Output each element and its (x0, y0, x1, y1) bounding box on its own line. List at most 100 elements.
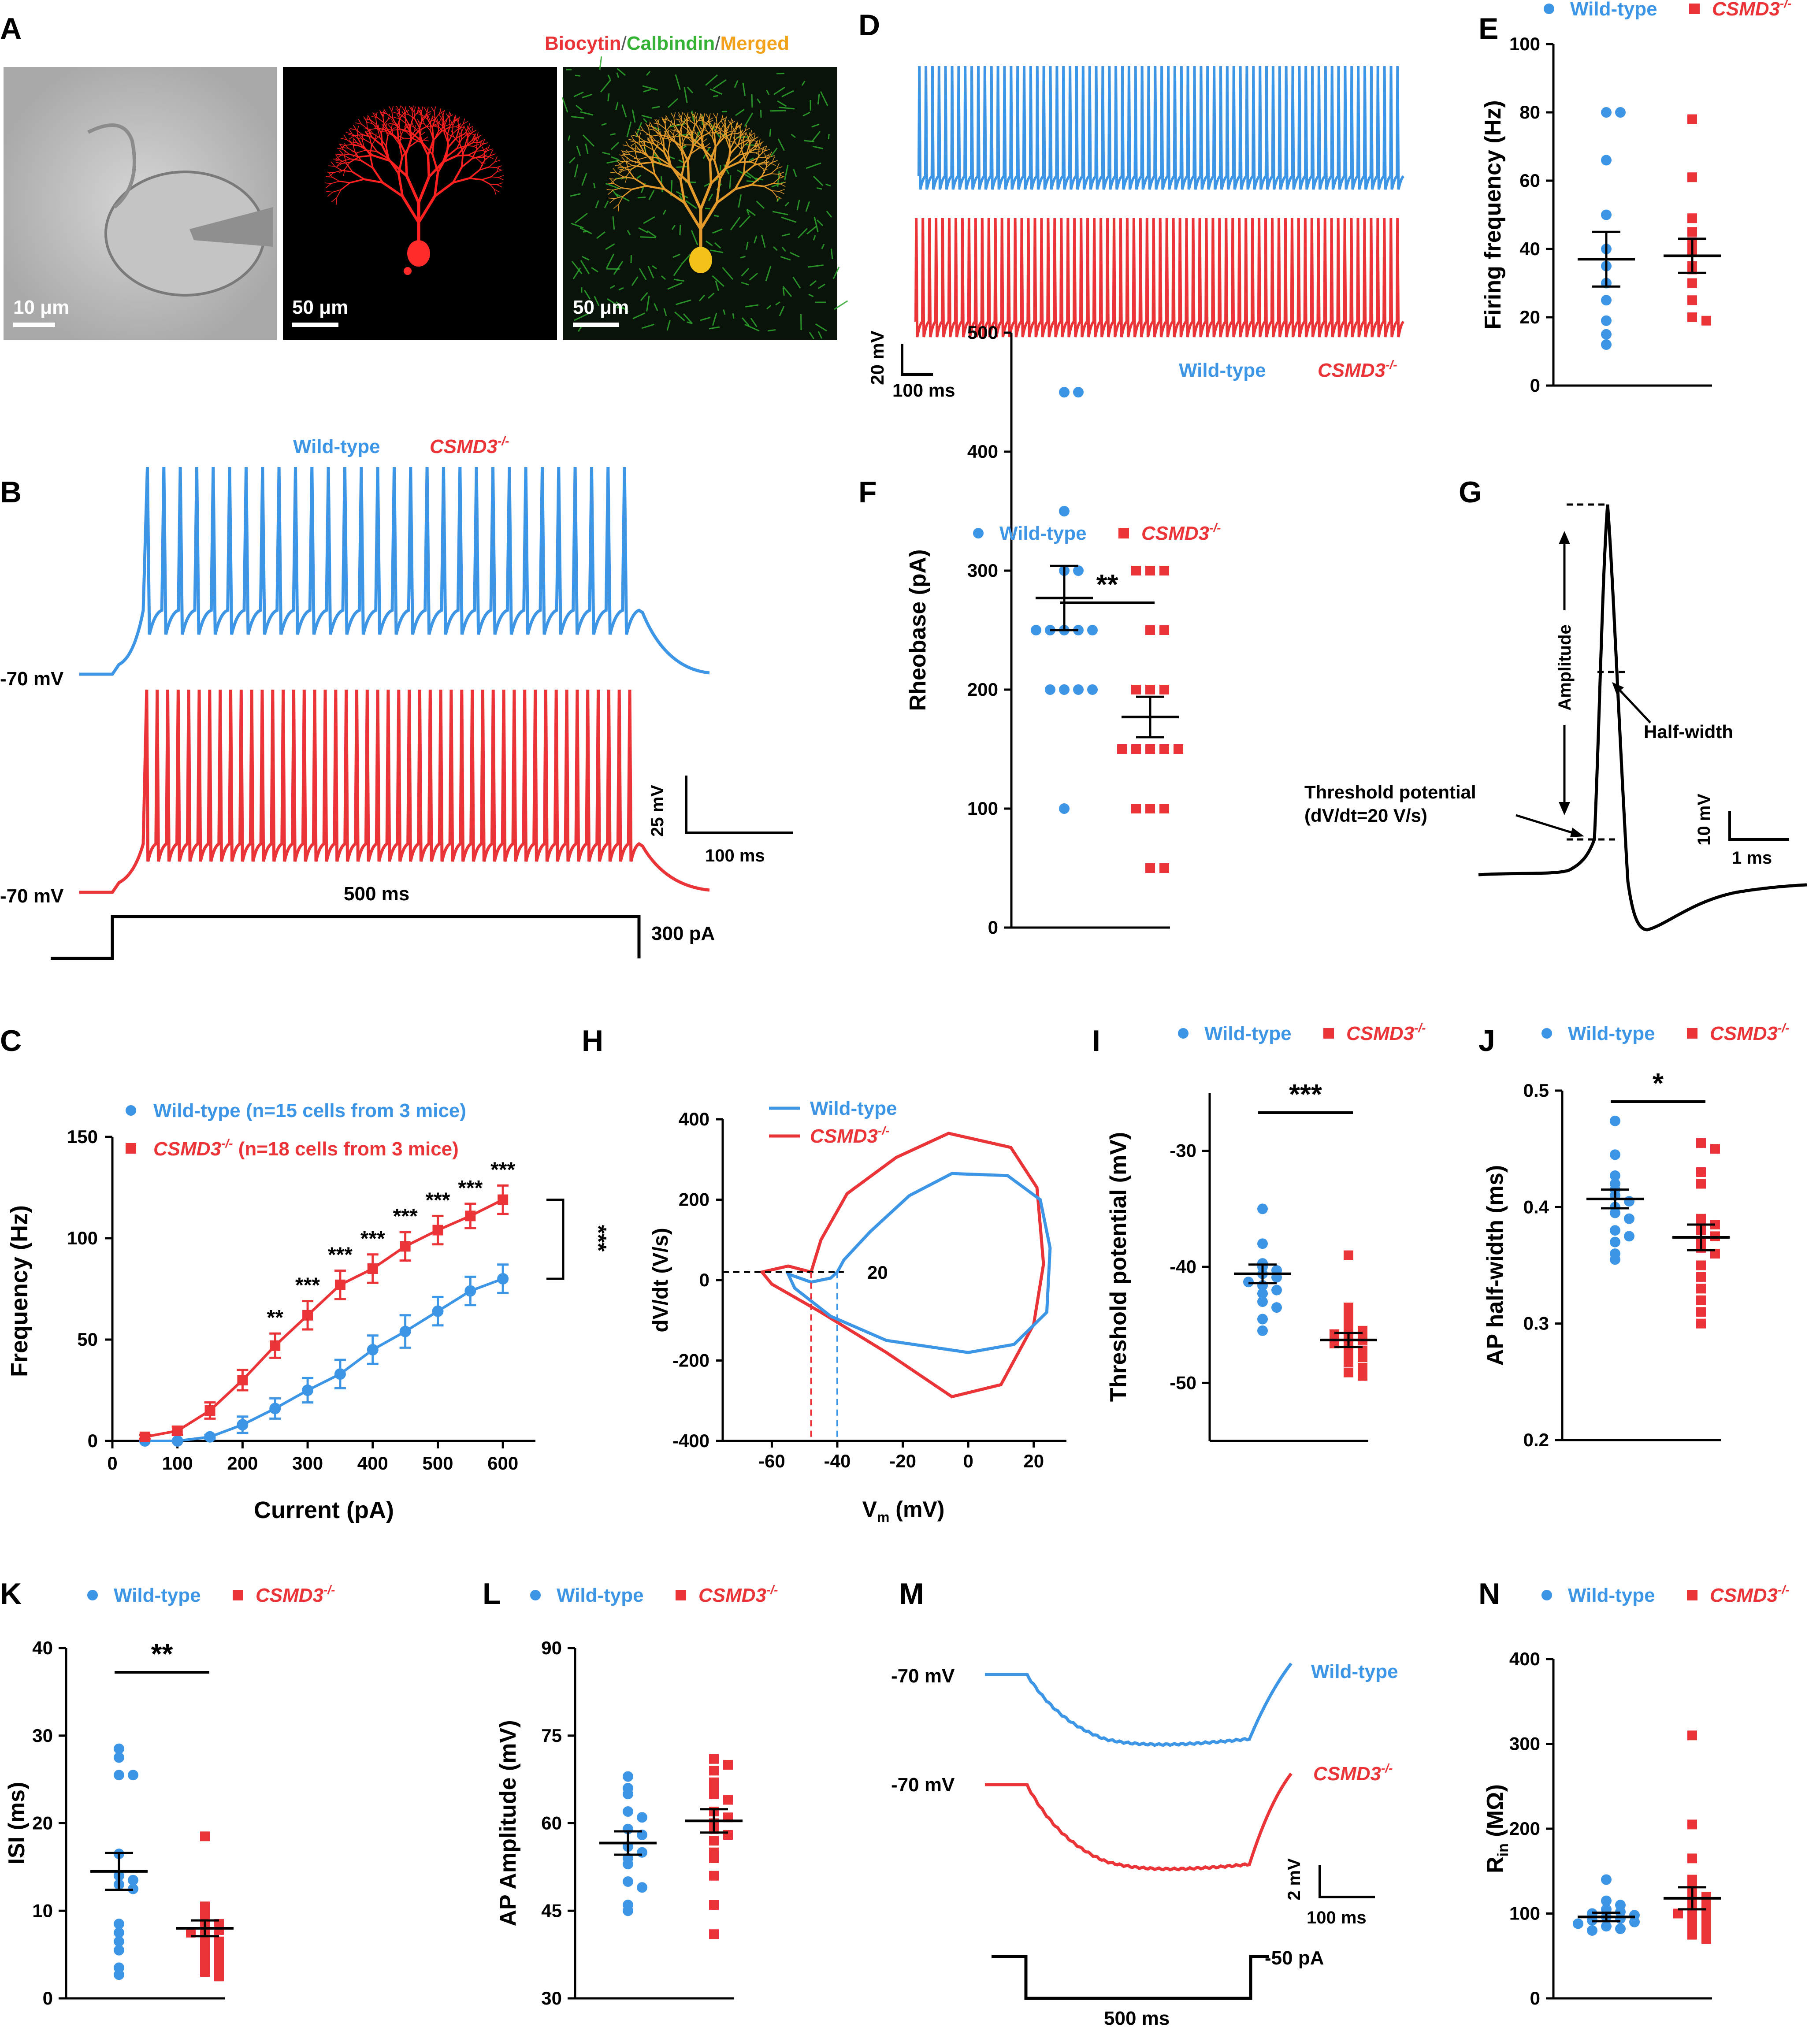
dendrite-branch (699, 182, 713, 211)
dendrite-branch (681, 120, 688, 126)
dendrite-branch (778, 172, 782, 179)
dendrite-branch (391, 128, 394, 137)
point-wild-type (1257, 1238, 1268, 1249)
dendrite-branch (421, 111, 423, 119)
dendrite-branch (779, 191, 784, 194)
panel-m: M -70 mV -70 mV Wild-type CSMD3-/- 2 mV … (891, 1577, 1398, 2027)
dendrite-branch (461, 131, 462, 140)
dendrite-branch (719, 162, 730, 180)
dendrite-branch (365, 149, 378, 152)
point-csmd3 (1687, 295, 1697, 305)
dendrite-branch (708, 120, 713, 123)
ytick-label: 0 (43, 1988, 53, 2008)
calbindin-fiber (607, 74, 611, 80)
dendrite-branch (348, 134, 355, 136)
dendrite-branch (394, 117, 400, 119)
dendrite-branch (651, 160, 656, 175)
legend-wt: Wild-type (1570, 0, 1657, 20)
dendrite-branch (623, 176, 635, 179)
panel-letter-a: A (0, 12, 22, 45)
dendrite-branch (449, 113, 451, 119)
calbindin-fiber (712, 228, 723, 234)
dendrite-branch (334, 166, 342, 171)
dendrite-branch (450, 119, 453, 126)
dendrite-branch (626, 150, 635, 152)
calbindin-fiber (807, 264, 824, 268)
c-point-csmd3 (270, 1340, 281, 1351)
legend-wt: Wild-type (1568, 1023, 1655, 1044)
dendrite-branch (715, 137, 721, 148)
dendrite-branch (635, 151, 638, 160)
point-csmd3 (1696, 1179, 1706, 1189)
dendrite-branch (763, 186, 773, 192)
ytick-label: -30 (1170, 1140, 1196, 1161)
panel-letter-g: G (1459, 475, 1482, 509)
calbindin-fiber (573, 91, 584, 97)
dendrite-branch (349, 129, 353, 134)
point-csmd3 (709, 1929, 719, 1939)
dendrite-branch (356, 130, 363, 135)
dendrite-branch (377, 117, 384, 123)
dendrite-branch (648, 128, 650, 136)
dendrite-branch (654, 161, 673, 169)
dendrite-branch (401, 106, 405, 112)
point-csmd3 (723, 1760, 733, 1770)
ylabel: ISI (ms) (4, 1782, 30, 1865)
legend-ko: CSMD3-/- (1141, 521, 1221, 544)
scalebar-b (685, 776, 793, 834)
ytick-label: 60 (1519, 170, 1540, 191)
calbindin-fiber (713, 95, 719, 97)
dendrite-branch (452, 177, 471, 184)
dendrite-branch (713, 146, 717, 162)
dendrite-branch (734, 126, 738, 133)
calbindin-fiber (698, 294, 706, 301)
dendrite-branch (411, 120, 414, 127)
dendrite-branch (734, 172, 745, 190)
dendrite-branch (729, 144, 739, 155)
dendrite-branch (608, 189, 614, 195)
dendrite-branch (766, 159, 767, 168)
dendrite-branch (398, 127, 402, 135)
calbindin-fiber (806, 162, 821, 169)
calbindin-fiber (773, 86, 785, 95)
dendrite-branch (686, 133, 690, 139)
dendrite-branch (447, 137, 457, 148)
dendrite-branch (468, 169, 481, 179)
calbindin-fiber (746, 180, 755, 182)
point-csmd3 (1696, 1260, 1706, 1270)
point-wild-type (1059, 803, 1070, 814)
dendrite-branch (449, 118, 451, 126)
dendrite-branch (734, 184, 753, 190)
dendrite-branch (357, 149, 367, 153)
dendrite-branch (705, 146, 711, 148)
ytick-label: 300 (967, 560, 998, 581)
threshold-label-1: Threshold potential (1304, 782, 1476, 802)
dendrite-branch (686, 112, 689, 119)
dendrite-branch (411, 107, 415, 113)
dendrite-branch (678, 115, 682, 121)
calbindin-fiber (648, 190, 655, 200)
calbindin-fiber (683, 87, 688, 103)
dendrite-branch (387, 123, 392, 129)
dendrite-branch (457, 129, 461, 136)
dendrite-branch (338, 180, 351, 184)
calbindin-fiber (719, 165, 721, 171)
dendrite-branch (667, 130, 669, 136)
calbindin-fiber (796, 200, 800, 211)
h-legend-wt: Wild-type (810, 1098, 897, 1119)
point-csmd3 (1687, 1930, 1697, 1940)
calbindin-fiber (739, 215, 751, 228)
dendrite-branch (687, 129, 693, 139)
dendrite-branch (354, 151, 362, 161)
dendrite-branch (428, 116, 431, 123)
dendrite-branch (393, 135, 400, 145)
half-width-arrowhead (1612, 682, 1624, 694)
dendrite-branch (680, 150, 685, 165)
dendrite-branch (337, 148, 344, 150)
calbindin-fiber (750, 318, 758, 327)
dendrite-branch (332, 177, 340, 182)
calbindin-fiber (631, 109, 636, 123)
calbindin-fiber (732, 313, 735, 319)
dendrite-branch (372, 133, 381, 138)
dendrite-branch (414, 127, 420, 132)
